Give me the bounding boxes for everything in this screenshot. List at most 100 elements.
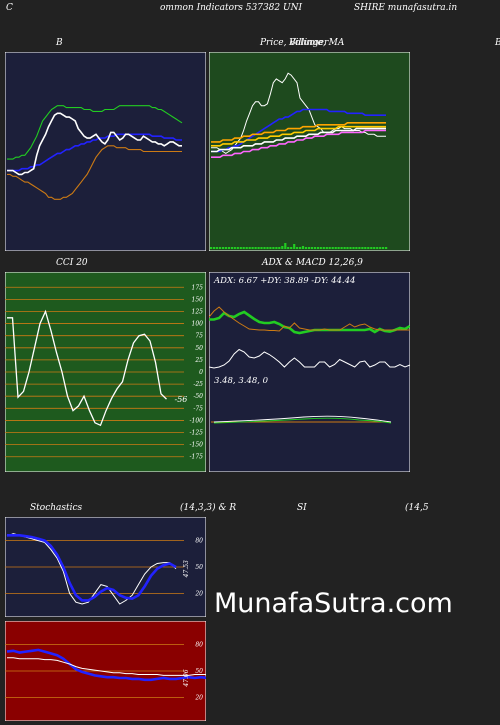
volume-bar	[278, 247, 281, 249]
header-c: C	[6, 3, 13, 13]
rsi-series-rsi	[6, 648, 206, 682]
volume-bar	[355, 247, 358, 249]
adx-series-+DI	[209, 310, 410, 335]
volume-bar	[364, 247, 367, 249]
stoch-panel: 80 50 20 47.53	[5, 517, 206, 617]
volume-bar	[254, 247, 257, 249]
bb-series-middle	[7, 133, 182, 172]
macd-signal-line	[213, 417, 392, 424]
rsi-tick-label: 50	[195, 668, 203, 675]
volume-bar	[382, 247, 385, 249]
watermark: MunafaSutra.com	[214, 588, 453, 619]
cci-tick-label: 75	[195, 333, 203, 340]
macd-line	[213, 415, 392, 423]
price-title: Price, Volume, MA	[260, 38, 345, 48]
cci-tick-label: -25	[193, 381, 203, 388]
price-series-ma-1	[211, 122, 386, 143]
volume-bar	[313, 247, 316, 249]
cci-tick-label: 50	[195, 345, 203, 352]
volume-bar	[290, 247, 293, 249]
adx-chart: ADX: 6.67 +DY: 38.89 -DY: 44.44 3.48, 3.4…	[209, 272, 410, 472]
stoch-series-%D	[7, 534, 177, 602]
volume-bar	[349, 247, 352, 249]
volume-bar	[210, 247, 213, 249]
cci-tick-label: -75	[193, 405, 203, 412]
cci-panel: 175 150 125 100 75 50 25 0 -25 -50 -75 -100 -125 -150…	[5, 272, 206, 472]
volume-bar	[340, 247, 343, 249]
volume-bar	[358, 247, 361, 249]
stoch-last-label: 47.53	[183, 560, 190, 578]
volume-bar	[239, 247, 242, 249]
adx-series-ADX	[209, 348, 410, 369]
volume-bar	[260, 247, 263, 249]
volume-bar	[213, 247, 216, 249]
volume-bar	[287, 247, 290, 249]
volume-bar	[367, 247, 370, 249]
volume-bar	[248, 247, 251, 249]
adx-background	[209, 272, 410, 472]
price-series-ma-upper	[211, 108, 386, 153]
adx-readout: ADX: 6.67 +DY: 38.89 -DY: 44.44	[213, 276, 355, 286]
header-title-left: ommon Indicators 537382 UNI	[160, 3, 303, 13]
cci-title: CCI 20	[56, 258, 88, 268]
stoch-params: (14,3,3) & R	[180, 503, 237, 513]
volume-bar	[263, 247, 266, 249]
volume-bar	[221, 247, 225, 249]
volume-bar	[373, 247, 376, 249]
cci-tick-label: 150	[192, 296, 204, 303]
volume-bar	[224, 247, 227, 249]
bb-series-upper	[7, 105, 183, 160]
price-overlay-title: Billinger	[289, 38, 329, 48]
bb-panel	[5, 52, 206, 251]
volume-bar	[251, 247, 254, 249]
rsi-tick-label: 20	[194, 694, 203, 701]
price-series-ma-lower	[211, 129, 386, 158]
volume-bar	[379, 247, 382, 249]
cci-line	[7, 309, 167, 427]
bb-series-lower	[7, 145, 182, 200]
volume-bar	[227, 247, 230, 249]
cci-tick-label: 0	[199, 369, 203, 376]
cci-tick-label: 125	[192, 308, 204, 315]
volume-bar	[266, 247, 269, 249]
cci-last-label: -56	[175, 395, 188, 404]
cci-tick-label: 100	[192, 321, 204, 328]
cci-tick-label: 175	[192, 284, 204, 291]
price-background	[209, 52, 410, 251]
volume-bar	[293, 244, 296, 249]
rsi-tick-label: 80	[195, 642, 203, 649]
volume-bar	[275, 247, 278, 249]
volume-bar	[319, 247, 322, 249]
stoch-tick-label: 80	[195, 538, 203, 545]
edge-title: B	[495, 38, 500, 48]
volume-bar	[281, 246, 284, 249]
cci-tick-label: -125	[190, 430, 204, 437]
volume-bar	[334, 247, 337, 249]
header-title-right: SHIRE munafasutra.in	[354, 3, 458, 13]
price-chart	[209, 52, 410, 251]
volume-bar	[316, 247, 319, 249]
volume-bar	[343, 247, 346, 249]
si-params: (14,5	[405, 503, 429, 513]
volume-bar	[301, 246, 305, 249]
volume-bar	[325, 247, 328, 249]
volume-bar	[233, 247, 236, 249]
volume-bar	[242, 247, 245, 249]
volume-bar	[272, 247, 275, 249]
bb-title: B	[56, 38, 63, 48]
rsi-chart: 80 50 20 47.06	[5, 621, 206, 721]
si-title: SI	[297, 503, 307, 513]
volume-bar	[385, 247, 388, 249]
rsi-panel: 80 50 20 47.06	[5, 621, 206, 721]
volume-bar	[370, 247, 373, 249]
rsi-last-label: 47.06	[183, 669, 190, 687]
volume-bar	[310, 247, 313, 249]
volume-bar	[337, 247, 340, 249]
volume-bar	[376, 247, 379, 249]
stoch-title: Stochastics	[30, 503, 83, 513]
adx-panel: ADX: 6.67 +DY: 38.89 -DY: 44.44 3.48, 3.4…	[209, 272, 410, 472]
bb-series-price	[7, 112, 182, 176]
volume-bar	[361, 247, 364, 249]
volume-bar	[269, 247, 272, 249]
cci-tick-label: -150	[190, 442, 204, 449]
